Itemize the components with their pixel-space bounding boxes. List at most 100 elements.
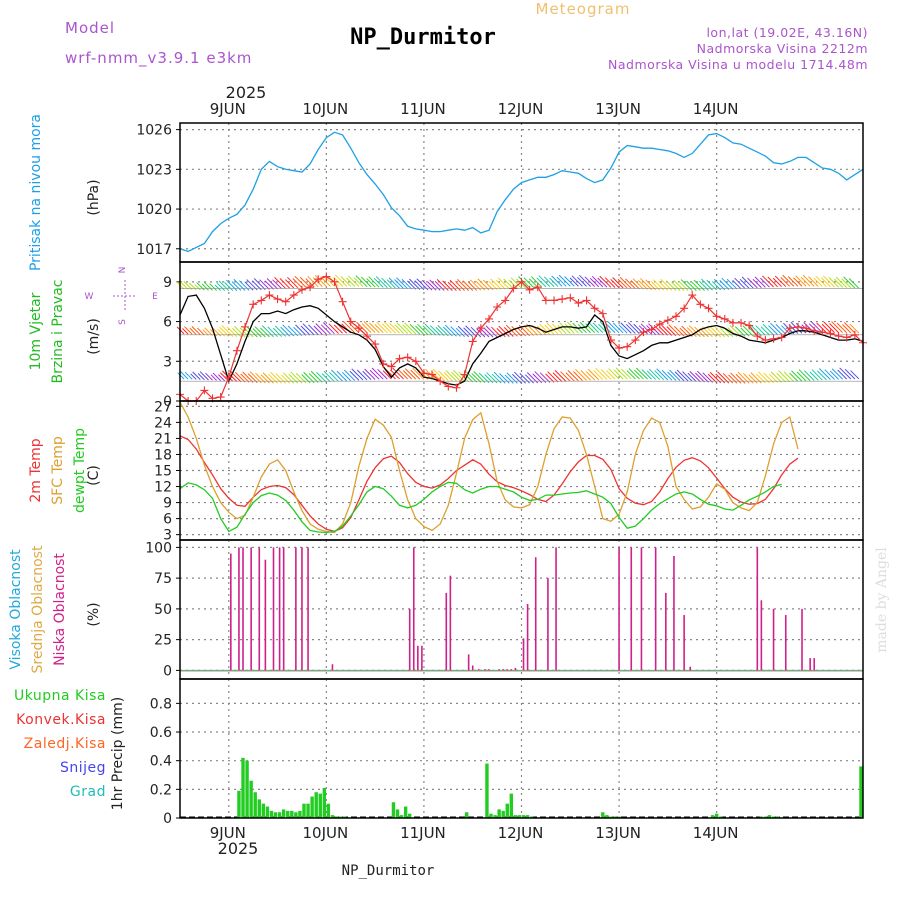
wind-barb: [381, 323, 392, 334]
cloud-bar: [555, 547, 557, 671]
wind-barb: [329, 371, 339, 382]
precip-bar: [245, 760, 249, 818]
wind-barb: [302, 323, 315, 336]
wind-barb: [182, 328, 189, 335]
year-top: 2025: [226, 83, 267, 102]
wind-barb: [201, 283, 209, 291]
wind-barb: [356, 369, 368, 381]
wind-barb: [389, 323, 400, 334]
wind-barb: [659, 326, 669, 336]
wind-barb: [755, 325, 766, 336]
wind-barb: [218, 374, 226, 382]
compass-north: N: [118, 267, 128, 274]
gust-marker: [297, 285, 306, 294]
panel-wind: 0 3 6 9 N S W E (m/s) 10m Vjetar Brzina i Pravac: [28, 261, 867, 410]
wind-barb: [809, 371, 819, 381]
wind-barb: [831, 368, 844, 380]
wind-barb: [340, 276, 352, 287]
wind-barb: [783, 371, 795, 383]
precip-bar: [298, 810, 302, 818]
wind-barb: [580, 370, 591, 381]
wind-barb: [762, 275, 774, 288]
side-label: 10m Vjetar: [28, 292, 44, 370]
side-label: Srednja Oblacnost: [30, 545, 46, 673]
compass-east: E: [152, 292, 158, 302]
gust-marker: [574, 299, 583, 308]
wind-barb: [569, 277, 579, 287]
wind-barb: [371, 367, 384, 380]
wind-barb: [734, 277, 746, 289]
wind-barb: [638, 279, 648, 290]
precip-bar: [326, 803, 331, 818]
gust-marker: [249, 300, 258, 309]
gust-marker: [550, 296, 559, 305]
x-tick-label-top: 10JUN: [302, 100, 348, 118]
wind-barb: [189, 327, 197, 335]
wind-barb: [721, 277, 734, 290]
precip-legend-label: Grad: [70, 784, 106, 800]
wind-barb: [295, 372, 307, 384]
wind-barb: [506, 372, 518, 384]
wind-barb: [627, 322, 640, 334]
wind-barb: [377, 368, 388, 380]
precip-bar: [294, 812, 298, 818]
wind-barb: [462, 280, 474, 291]
wind-barb: [782, 274, 795, 287]
wind-barb: [382, 370, 392, 380]
wind-barb: [333, 324, 343, 334]
wind-barb: [665, 280, 677, 291]
y-tick-label: 0: [163, 663, 172, 679]
y-tick-label: 0.2: [150, 782, 172, 798]
cloud-bar: [809, 658, 811, 671]
wind-barb: [841, 278, 852, 289]
wind-barb: [476, 328, 486, 338]
cloud-bar: [640, 547, 643, 671]
cloud-bar: [412, 547, 415, 671]
wind-barb: [674, 371, 685, 382]
wind-barb: [791, 370, 803, 382]
wind-barb: [396, 322, 409, 334]
wind-barb: [699, 280, 709, 291]
wind-barb: [188, 282, 197, 291]
wind-barb: [709, 325, 722, 338]
wind-barb: [694, 326, 705, 338]
gust-marker: [696, 300, 705, 309]
precip-bar: [501, 810, 505, 818]
cloud-bar: [534, 557, 537, 671]
gust-marker: [395, 354, 404, 363]
wind-barb: [618, 324, 628, 334]
wind-barb: [793, 277, 803, 287]
precip-bar: [493, 815, 497, 818]
wind-barb: [495, 279, 506, 290]
gust-marker: [509, 284, 518, 293]
wind-barb: [737, 371, 750, 384]
wind-barb: [605, 323, 616, 334]
wind-barb: [242, 371, 254, 383]
y-tick-label: 3: [163, 354, 172, 370]
wind-barb: [787, 276, 799, 287]
gust-marker: [671, 312, 680, 321]
wind-barb: [713, 278, 726, 291]
wind-barb: [795, 275, 807, 287]
wind-barb: [212, 372, 222, 382]
y-tick-label: 100: [145, 540, 172, 556]
wind-barb: [397, 368, 409, 380]
wind-barb: [197, 373, 205, 381]
gust-marker: [460, 370, 469, 379]
wind-barb: [482, 279, 494, 291]
cloud-bar: [238, 547, 240, 671]
wind-barb: [512, 373, 522, 384]
precip-legend-label: Ukupna Kisa: [14, 688, 106, 704]
wind-barb: [313, 325, 323, 335]
wind-barb: [584, 276, 596, 287]
wind-barb: [361, 323, 372, 333]
wind-barb: [376, 321, 388, 334]
wind-barb: [386, 279, 396, 289]
x-tick-label-top: 13JUN: [595, 100, 641, 118]
wind-barb: [640, 278, 652, 290]
wind-barb: [800, 276, 811, 287]
wind-barb: [270, 371, 282, 384]
wind-barb: [232, 328, 242, 338]
wind-barb: [728, 374, 738, 384]
wind-barb: [600, 321, 612, 334]
